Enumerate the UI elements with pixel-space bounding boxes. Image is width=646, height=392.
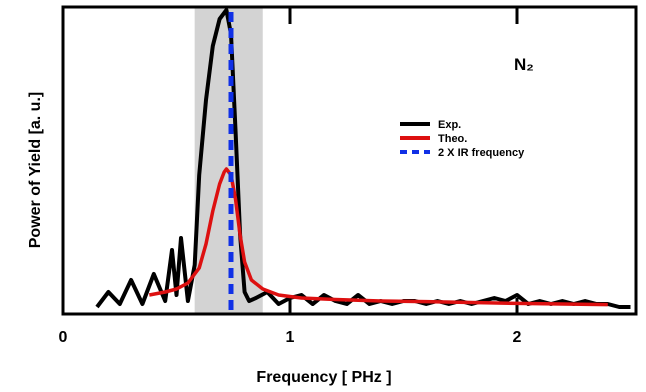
x-tick-label: 1	[286, 329, 295, 346]
x-ticks: 0 1 2	[59, 8, 522, 346]
plot-frame	[61, 5, 638, 316]
x-tick-label: 2	[513, 329, 522, 346]
legend-label-1: Exp.	[438, 119, 461, 131]
x-tick-label: 0	[59, 329, 68, 346]
series-line-2	[148, 167, 608, 307]
legend-label-2: Theo.	[438, 133, 467, 145]
series-line-1	[95, 8, 631, 309]
annotation-label: N₂	[514, 55, 534, 74]
legend-label-3: 2 X IR frequency	[438, 147, 525, 159]
x-axis-label: Frequency [ PHz ]	[256, 369, 391, 386]
legend: Exp. Theo. 2 X IR frequency	[400, 119, 525, 159]
series-group	[95, 7, 631, 310]
y-axis-label: Power of Yield [a. u.]	[27, 92, 44, 248]
